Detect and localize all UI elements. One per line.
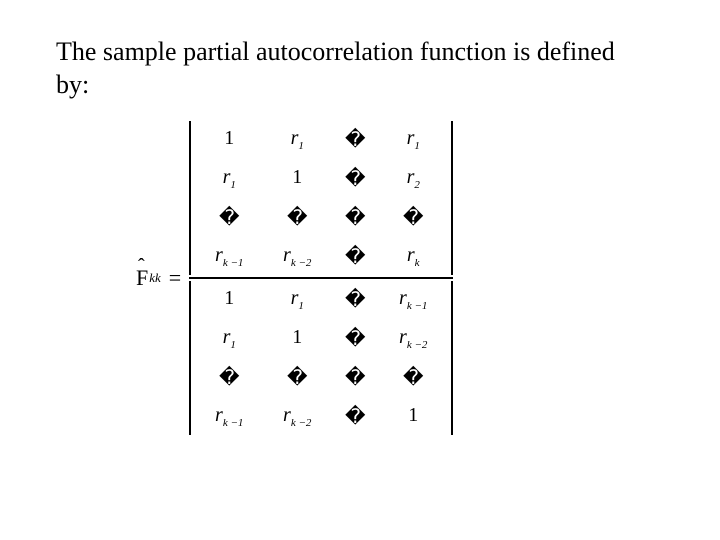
- d-r3c4: �: [385, 365, 441, 390]
- intro-line2: by:: [56, 70, 89, 99]
- n-r4c2: rk −2: [269, 244, 325, 269]
- d-r4c2: rk −2: [269, 404, 325, 429]
- intro-line1: The sample partial autocorrelation funct…: [56, 37, 615, 66]
- d-r4c3: �: [337, 404, 373, 429]
- n-r1c3: �: [337, 127, 373, 152]
- d-r2c1: r1: [201, 326, 257, 351]
- n-r2c1: r1: [201, 166, 257, 191]
- numerator-matrix: 1 r1 � r1 r1 1 � r2 � � � � rk −1 rk −2 …: [191, 121, 451, 275]
- n-r3c4: �: [385, 205, 441, 230]
- n-r2c2: 1: [269, 166, 325, 191]
- n-r2c4: r2: [385, 166, 441, 191]
- n-r3c2: �: [269, 205, 325, 230]
- n-r3c1: �: [201, 205, 257, 230]
- denominator-matrix: 1 r1 � rk −1 r1 1 � rk −2 � � � � rk −1 …: [191, 281, 451, 435]
- hat-accent: ˆ: [138, 255, 145, 278]
- n-r4c4: rk: [385, 244, 441, 269]
- d-r2c3: �: [337, 326, 373, 351]
- fraction-bar: [189, 277, 453, 279]
- intro-text: The sample partial autocorrelation funct…: [56, 36, 670, 101]
- denominator-determinant: 1 r1 � rk −1 r1 1 � rk −2 � � � � rk −1 …: [189, 281, 453, 435]
- phi-sub: kk: [149, 270, 161, 286]
- d-r2c2: 1: [269, 326, 325, 351]
- d-r1c4: rk −1: [385, 287, 441, 312]
- d-r3c2: �: [269, 365, 325, 390]
- d-r1c2: r1: [269, 287, 325, 312]
- d-r4c1: rk −1: [201, 404, 257, 429]
- n-r1c1: 1: [201, 127, 257, 152]
- d-r3c1: �: [201, 365, 257, 390]
- n-r4c1: rk −1: [201, 244, 257, 269]
- fraction: 1 r1 � r1 r1 1 � r2 � � � � rk −1 rk −2 …: [189, 121, 453, 435]
- n-r1c4: r1: [385, 127, 441, 152]
- d-r1c1: 1: [201, 287, 257, 312]
- slide: The sample partial autocorrelation funct…: [0, 0, 720, 540]
- equals-sign: =: [169, 265, 181, 291]
- n-r1c2: r1: [269, 127, 325, 152]
- numerator-determinant: 1 r1 � r1 r1 1 � r2 � � � � rk −1 rk −2 …: [189, 121, 453, 275]
- d-r2c4: rk −2: [385, 326, 441, 351]
- d-r3c3: �: [337, 365, 373, 390]
- lhs: ˆ F kk: [136, 265, 161, 292]
- d-r1c3: �: [337, 287, 373, 312]
- d-r4c4: 1: [385, 404, 441, 429]
- det-bar-right: [451, 121, 453, 275]
- n-r2c3: �: [337, 166, 373, 191]
- phi-hat: ˆ F: [136, 265, 148, 292]
- n-r3c3: �: [337, 205, 373, 230]
- formula: ˆ F kk = 1 r1 � r1 r1 1 � r2 � �: [56, 121, 670, 435]
- n-r4c3: �: [337, 244, 373, 269]
- det-bar-right: [451, 281, 453, 435]
